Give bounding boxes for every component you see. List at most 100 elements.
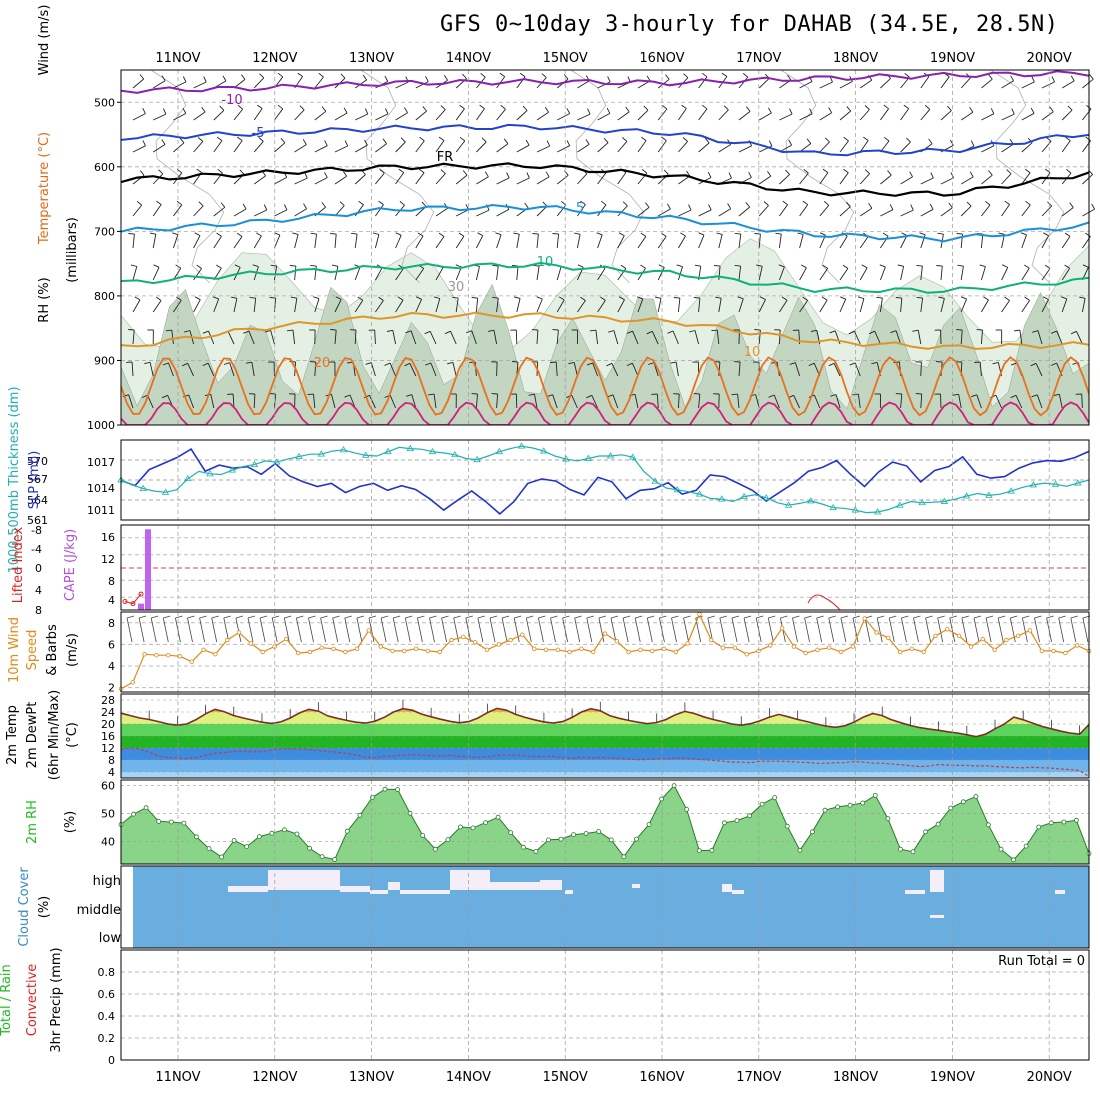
rh-marker	[910, 849, 916, 855]
date-label-bottom: 16NOV	[639, 1070, 684, 1085]
wind-barb-flag	[263, 204, 268, 211]
wind-barb	[475, 266, 480, 281]
wind-barb-flag	[562, 615, 570, 619]
wind-barb	[1081, 393, 1083, 409]
wind-speed-marker	[331, 646, 336, 651]
wind-barb	[525, 617, 532, 643]
wind-barb-flag	[824, 137, 830, 143]
wind-barb	[813, 394, 821, 409]
wind-barb-flag	[138, 615, 147, 619]
wind-barb	[274, 108, 284, 121]
wind-barb-flag	[176, 296, 182, 301]
wind-barb	[415, 81, 429, 89]
wind-barb	[678, 209, 692, 217]
wind-barb	[799, 172, 809, 185]
rh-marker	[344, 828, 350, 834]
wind-barb-flag	[646, 330, 653, 335]
thickness-marker	[606, 452, 615, 459]
wind-barb	[233, 298, 238, 313]
wind-speed-line	[120, 612, 1090, 690]
wind-barb-flag	[688, 204, 692, 211]
wind-barb	[612, 394, 619, 409]
wind-barb-flag	[985, 615, 994, 619]
rh-marker	[445, 837, 451, 842]
y-tick-label: 0.8	[98, 966, 116, 979]
wind-speed-marker	[284, 636, 289, 642]
wind-speed-marker	[921, 649, 926, 655]
dewpoint-line	[120, 747, 1090, 778]
wind-barb-flag	[524, 202, 529, 209]
wind-barb	[859, 109, 870, 121]
cloud-clear-region	[370, 890, 388, 894]
cloud-clear-region	[540, 880, 562, 890]
wind-barb	[981, 174, 993, 185]
wind-speed-marker	[555, 647, 560, 652]
y-tick-label: 1014	[87, 482, 115, 495]
wind-barb	[737, 394, 740, 409]
wind-barb	[152, 234, 157, 249]
wind-barb-flag	[183, 330, 191, 333]
wind-barb-flag	[698, 232, 705, 236]
thickness-marker	[362, 451, 370, 458]
wind-barb	[213, 206, 226, 217]
wind-barb-flag	[144, 361, 151, 365]
wind-barb	[755, 394, 760, 409]
wind-barb-flag	[864, 105, 870, 110]
wind-barb	[839, 206, 851, 217]
wind-barb	[577, 173, 588, 185]
wind-barb-flag	[938, 296, 945, 299]
wind-barb	[314, 177, 328, 185]
wind-barb-flag	[212, 296, 219, 300]
cloud-clear-region	[632, 884, 640, 888]
wind-barb	[344, 617, 351, 643]
wind-barb	[976, 394, 982, 409]
wind-barb	[880, 78, 891, 89]
rh-marker	[269, 830, 275, 836]
slp-line	[120, 448, 1090, 515]
wind-barb	[556, 113, 570, 121]
wind-barb	[334, 330, 337, 345]
wind-barb-flag	[960, 296, 967, 300]
wind-barb-flag	[425, 362, 432, 366]
wind-barb	[435, 236, 445, 249]
wind-barb-flag	[879, 264, 886, 268]
y-tick-label: 24	[101, 706, 115, 719]
wind-barb	[496, 393, 499, 409]
wind-barb	[879, 266, 886, 281]
wind-barb-flag	[948, 202, 953, 209]
wind-barb	[940, 76, 950, 89]
wind-barb	[294, 234, 299, 249]
wind-barb-flag	[868, 203, 873, 209]
wind-barb-flag	[511, 361, 519, 363]
rh-marker	[722, 820, 727, 826]
contour-line	[121, 123, 1089, 157]
rh-marker	[332, 857, 338, 862]
wind-barb-flag	[645, 202, 650, 208]
wind-barb-flag	[153, 264, 160, 268]
temp-line	[120, 707, 1090, 738]
wind-barb-flag	[161, 139, 166, 145]
wind-barb-flag	[957, 264, 964, 267]
thickness-marker	[718, 495, 726, 502]
wind-barb	[536, 234, 539, 249]
wind-barb	[637, 109, 649, 121]
wind-barb-flag	[626, 362, 633, 367]
wind-barb-flag	[890, 330, 897, 334]
wind-barb	[1021, 267, 1030, 281]
wind-barb	[247, 617, 254, 643]
wind-barb-flag	[586, 615, 594, 619]
thickness-marker	[473, 455, 481, 463]
panel-frame	[120, 69, 1090, 426]
thickness-marker	[1007, 487, 1015, 494]
wind-barb	[799, 81, 813, 89]
wind-barb	[657, 267, 665, 281]
wind-barb	[794, 362, 801, 377]
wind-speed-marker	[886, 635, 891, 641]
wind-barb-flag	[526, 172, 530, 179]
wind-barb	[253, 141, 264, 153]
wind-barb	[273, 234, 281, 249]
wind-barb	[556, 174, 569, 185]
wind-barb	[617, 172, 627, 185]
wind-barb-flag	[372, 232, 380, 235]
wind-speed-marker	[236, 630, 242, 635]
